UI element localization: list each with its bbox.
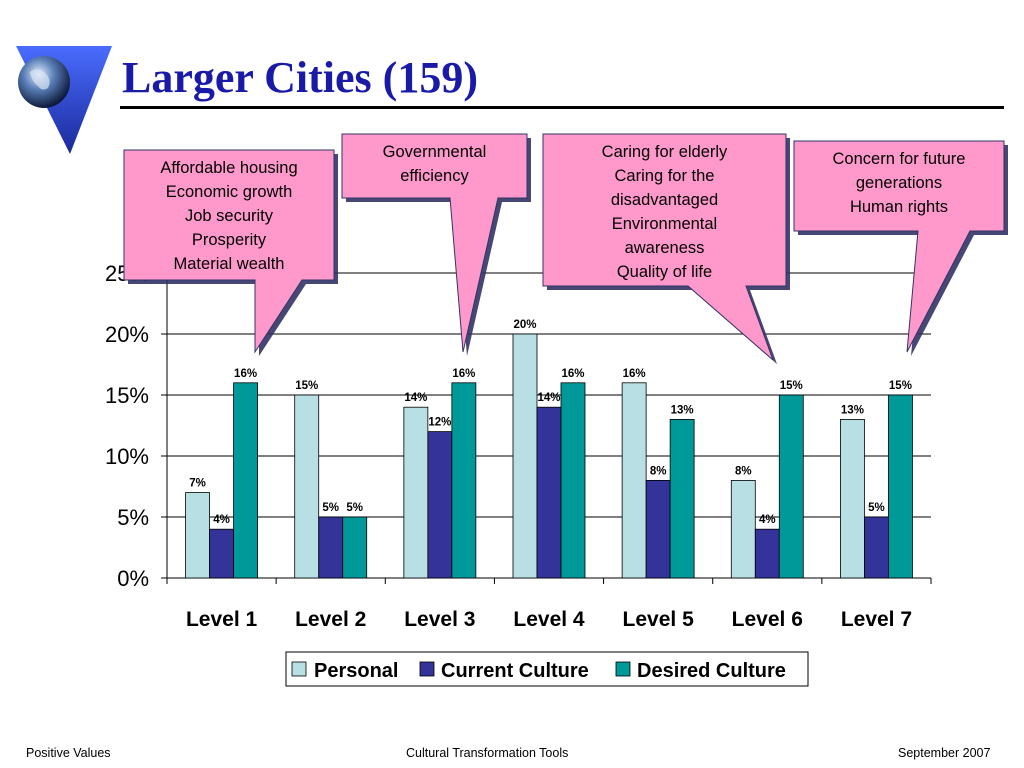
callout-line: Caring for elderly — [601, 143, 728, 161]
y-tick-label: 20% — [105, 322, 149, 347]
data-label: 8% — [650, 465, 667, 477]
bar-personal — [730, 479, 756, 579]
bar-current-culture — [754, 528, 780, 579]
callout-line: generations — [855, 174, 943, 192]
callout-line: Governmental — [382, 143, 487, 161]
x-tick-label: Level 7 — [841, 608, 912, 631]
bar-personal — [294, 394, 320, 579]
data-label: 13% — [671, 404, 694, 416]
callout-line: efficiency — [400, 167, 469, 185]
data-label: 15% — [295, 380, 318, 392]
data-label: 14% — [537, 392, 560, 404]
data-label: 16% — [234, 368, 257, 380]
callout-line: Concern for future — [832, 150, 966, 168]
callout-line: Job security — [184, 207, 274, 225]
footer-left: Positive Values — [26, 746, 111, 760]
bar-current-culture — [645, 479, 671, 579]
bar-desired-culture — [560, 382, 586, 579]
x-tick-label: Level 5 — [623, 608, 695, 631]
bar-desired-culture — [888, 394, 913, 579]
x-tick-label: Level 6 — [732, 608, 803, 631]
callout-box — [123, 149, 335, 354]
footer-right: September 2007 — [898, 746, 991, 760]
legend-swatch-current-culture — [419, 661, 435, 677]
callout-text: Governmental efficiency — [342, 140, 527, 188]
data-label: 5% — [868, 502, 885, 514]
data-label: 4% — [213, 514, 230, 526]
legend-label: Current Culture — [441, 660, 589, 682]
data-label: 14% — [404, 392, 427, 404]
y-tick-label: 0% — [117, 566, 149, 591]
callout-line: Economic growth — [165, 183, 293, 201]
bar-current-culture — [318, 516, 344, 579]
data-label: 15% — [780, 380, 803, 392]
data-label: 16% — [561, 368, 584, 380]
callout-text: Affordable housing Economic growth Job sec… — [124, 156, 334, 276]
x-tick-label: Level 3 — [404, 608, 475, 631]
legend-label: Personal — [314, 660, 398, 682]
data-label: 8% — [735, 465, 752, 477]
bar-desired-culture — [778, 394, 804, 579]
callout-line: Prosperity — [191, 231, 267, 249]
callout-text: Concern for future generations Human right… — [794, 147, 1004, 219]
bar-personal — [621, 382, 647, 579]
callout-box — [542, 133, 787, 361]
callout-line: Material wealth — [173, 255, 285, 273]
x-tick-label: Level 1 — [186, 608, 258, 631]
globe-logo-icon — [16, 46, 112, 154]
data-label: 16% — [623, 368, 646, 380]
callout-box — [793, 140, 1005, 353]
callout-line: Affordable housing — [160, 159, 298, 177]
bar-desired-culture — [342, 516, 368, 579]
data-label: 7% — [189, 478, 206, 490]
callout-line: Environmental — [611, 215, 718, 233]
legend-swatch-personal — [291, 661, 307, 677]
data-label: 20% — [513, 319, 536, 331]
x-tick-label: Level 4 — [513, 608, 585, 631]
bar-desired-culture — [451, 382, 477, 579]
data-label: 12% — [428, 417, 451, 429]
footer-center: Cultural Transformation Tools — [406, 746, 569, 760]
callout-line: disadvantaged — [610, 191, 719, 209]
bar-current-culture — [427, 431, 453, 579]
data-label: 15% — [889, 380, 912, 392]
legend-swatch-desired-culture — [615, 661, 631, 677]
legend-label: Desired Culture — [637, 660, 786, 682]
bar-current-culture — [209, 528, 234, 579]
bar-personal — [512, 333, 538, 579]
callout-line: awareness — [624, 239, 705, 257]
y-tick-label: 10% — [105, 444, 149, 469]
legend-box — [285, 651, 809, 687]
data-label: 13% — [841, 404, 864, 416]
slide-title: Larger Cities (159) — [122, 53, 478, 102]
data-label: 4% — [759, 514, 776, 526]
title-divider — [120, 106, 1004, 109]
data-label: 5% — [322, 502, 339, 514]
bar-current-culture — [536, 406, 562, 579]
callout-text: Caring for elderly Caring for the disadvan… — [543, 140, 786, 284]
data-label: 16% — [452, 368, 475, 380]
bar-desired-culture — [669, 418, 695, 579]
y-tick-label: 15% — [105, 383, 149, 408]
callout-line: Caring for the — [614, 167, 715, 185]
data-label: 5% — [346, 502, 363, 514]
x-tick-label: Level 2 — [295, 608, 366, 631]
callout-line: Human rights — [849, 198, 949, 216]
bar-personal — [185, 492, 210, 579]
bar-desired-culture — [233, 382, 258, 579]
callout-line: Quality of life — [616, 263, 713, 281]
bar-current-culture — [864, 516, 889, 579]
bar-personal — [403, 406, 429, 579]
bar-personal — [840, 418, 865, 579]
y-tick-label: 5% — [117, 505, 149, 530]
callout-box — [341, 133, 528, 353]
